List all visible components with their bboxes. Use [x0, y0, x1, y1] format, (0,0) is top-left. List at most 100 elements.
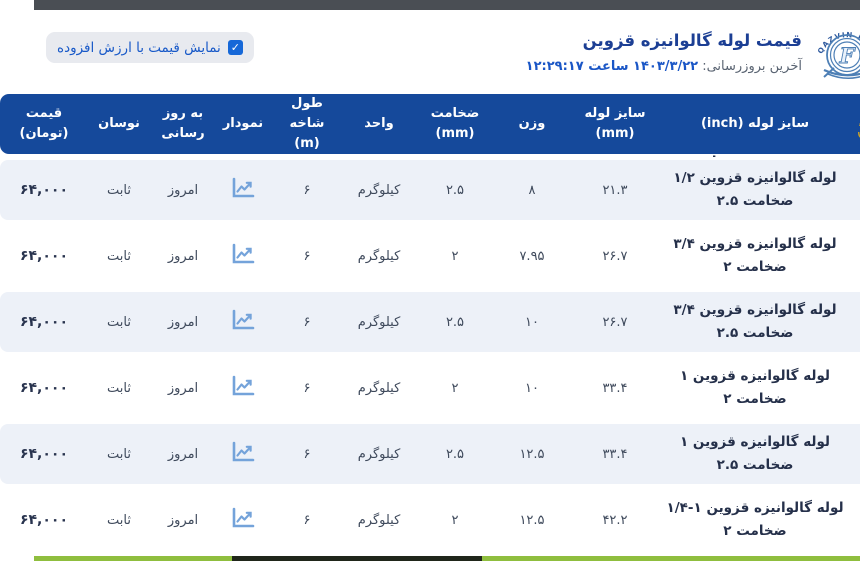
- product-name: لوله گالوانیزه قزوین ۱ ضخامت ۲: [628, 358, 814, 418]
- logo-letter: F: [805, 43, 823, 68]
- updated-cell: امروز: [116, 490, 182, 550]
- chart-cell: [182, 160, 236, 220]
- updated-cell: امروز: [116, 424, 182, 484]
- chart-icon[interactable]: [197, 243, 221, 265]
- chart-cell: [182, 226, 236, 286]
- scrollbar-thumb[interactable]: [846, 0, 860, 10]
- vat-toggle[interactable]: ✓ نمایش قیمت با ارزش افزوده: [12, 32, 220, 63]
- masthead: QAZVIN FOOLAD CO F قیمت لوله گالوانیزه ق…: [12, 10, 848, 88]
- col-header-size-mm: سایز لوله (mm): [534, 94, 628, 154]
- thickness-cell: ۲.۵: [380, 160, 462, 220]
- table-row: ۷ لوله گالوانیزه قزوین ۱-۱/۴ ضخامت ۲ ۴۲.۲…: [0, 490, 848, 550]
- vat-checkbox[interactable]: ✓: [194, 40, 209, 55]
- price-cell: ۶۴,۰۰۰: [0, 358, 54, 418]
- fluctuation-cell: ثابت: [54, 424, 116, 484]
- size-mm-cell: ۴۲.۲: [534, 490, 628, 550]
- vat-toggle-label: نمایش قیمت با ارزش افزوده: [23, 40, 187, 56]
- thickness-cell: ۲.۵: [380, 424, 462, 484]
- price-cell: ۶۴,۰۰۰: [0, 292, 54, 352]
- chart-icon[interactable]: [197, 177, 221, 199]
- browser-top-bar: [0, 0, 846, 10]
- thickness-cell: ۲: [380, 490, 462, 550]
- size-mm-cell: ۲۶.۷: [534, 292, 628, 352]
- length-cell: ۶: [236, 292, 310, 352]
- price-table-wrap: ردیف سایز لوله (inch) سایز لوله (mm) وزن …: [12, 88, 848, 561]
- length-cell: ۶: [236, 490, 310, 550]
- product-name: لوله گالوانیزه قزوین ۱ ضخامت ۲.۵: [628, 424, 814, 484]
- company-logo-icon: QAZVIN FOOLAD CO F: [778, 14, 848, 86]
- weight-cell: ۸: [462, 160, 534, 220]
- price-table: ردیف سایز لوله (inch) سایز لوله (mm) وزن …: [0, 88, 848, 556]
- col-header-weight: وزن: [462, 94, 534, 154]
- chart-icon[interactable]: [197, 309, 221, 331]
- updated-cell: امروز: [116, 292, 182, 352]
- table-row: ۵ لوله گالوانیزه قزوین ۱ ضخامت ۲ ۳۳.۴ ۱۰ …: [0, 358, 848, 418]
- col-header-chart: نمودار: [182, 94, 236, 154]
- size-mm-cell: ۲۱.۳: [534, 160, 628, 220]
- last-update-line: آخرین بروزرسانی: ۱۴۰۳/۳/۲۲ ساعت ۱۲:۲۹:۱۷: [492, 59, 768, 74]
- unit-cell: کیلوگرم: [310, 160, 380, 220]
- product-name: لوله گالوانیزه قزوین ۳/۴ ضخامت ۲.۵: [628, 292, 814, 352]
- chart-icon[interactable]: [197, 375, 221, 397]
- col-header-fluctuation: نوسان: [54, 94, 116, 154]
- last-update-value: ۱۴۰۳/۳/۲۲ ساعت ۱۲:۲۹:۱۷: [492, 59, 664, 74]
- col-header-price: قیمت(تومان): [0, 94, 54, 154]
- table-header-row: ردیف سایز لوله (inch) سایز لوله (mm) وزن …: [0, 94, 848, 154]
- chart-cell: [182, 292, 236, 352]
- length-cell: ۶: [236, 226, 310, 286]
- product-name: لوله گالوانیزه قزوین ۳/۴ ضخامت ۲: [628, 226, 814, 286]
- row-index: ۴: [814, 292, 848, 352]
- fluctuation-cell: ثابت: [54, 292, 116, 352]
- length-cell: ۶: [236, 424, 310, 484]
- table-row: ۴ لوله گالوانیزه قزوین ۳/۴ ضخامت ۲.۵ ۲۶.۷…: [0, 292, 848, 352]
- thickness-cell: ۲: [380, 358, 462, 418]
- size-mm-cell: ۳۳.۴: [534, 358, 628, 418]
- row-index: ۲: [814, 160, 848, 220]
- page-title: قیمت لوله گالوانیزه قزوین: [492, 31, 768, 50]
- col-header-thickness: ضخامت (mm): [380, 94, 462, 154]
- weight-cell: ۱۲.۵: [462, 490, 534, 550]
- size-mm-cell: ۲۶.۷: [534, 226, 628, 286]
- weight-cell: ۷.۹۵: [462, 226, 534, 286]
- unit-cell: کیلوگرم: [310, 424, 380, 484]
- updated-cell: امروز: [116, 226, 182, 286]
- unit-cell: کیلوگرم: [310, 490, 380, 550]
- unit-cell: کیلوگرم: [310, 358, 380, 418]
- col-header-length: طول شاخه (m): [236, 94, 310, 154]
- scrollbar-track[interactable]: [856, 10, 857, 555]
- thickness-cell: ۲: [380, 226, 462, 286]
- brand-text: قیمت لوله گالوانیزه قزوین آخرین بروزرسان…: [492, 27, 768, 74]
- row-index: ۵: [814, 358, 848, 418]
- chart-icon[interactable]: [197, 441, 221, 463]
- chart-icon[interactable]: [197, 507, 221, 529]
- weight-cell: ۱۰: [462, 358, 534, 418]
- brand: QAZVIN FOOLAD CO F قیمت لوله گالوانیزه ق…: [492, 10, 848, 86]
- row-index: ۶: [814, 424, 848, 484]
- table-row: ۶ لوله گالوانیزه قزوین ۱ ضخامت ۲.۵ ۳۳.۴ ۱…: [0, 424, 848, 484]
- col-header-size-inch: سایز لوله (inch): [628, 94, 814, 154]
- fluctuation-cell: ثابت: [54, 358, 116, 418]
- updated-cell: امروز: [116, 358, 182, 418]
- fluctuation-cell: ثابت: [54, 160, 116, 220]
- bottom-bar-dark-segment: [198, 556, 448, 561]
- product-name: لوله گالوانیزه قزوین ۱-۱/۴ ضخامت ۲: [628, 490, 814, 550]
- chart-cell: [182, 358, 236, 418]
- bottom-green-bar: [0, 556, 860, 561]
- fluctuation-cell: ثابت: [54, 490, 116, 550]
- table-row: ۳ لوله گالوانیزه قزوین ۳/۴ ضخامت ۲ ۲۶.۷ ۷…: [0, 226, 848, 286]
- col-header-updated: به روز رسانی: [116, 94, 182, 154]
- price-cell: ۶۴,۰۰۰: [0, 424, 54, 484]
- price-cell: ۶۴,۰۰۰: [0, 160, 54, 220]
- price-cell: ۶۴,۰۰۰: [0, 490, 54, 550]
- unit-cell: کیلوگرم: [310, 226, 380, 286]
- size-mm-cell: ۳۳.۴: [534, 424, 628, 484]
- col-header-unit: واحد: [310, 94, 380, 154]
- chart-cell: [182, 490, 236, 550]
- length-cell: ۶: [236, 160, 310, 220]
- thickness-cell: ۲.۵: [380, 292, 462, 352]
- row-index: ۷: [814, 490, 848, 550]
- weight-cell: ۱۰: [462, 292, 534, 352]
- fluctuation-cell: ثابت: [54, 226, 116, 286]
- price-cell: ۶۴,۰۰۰: [0, 226, 54, 286]
- chart-cell: [182, 424, 236, 484]
